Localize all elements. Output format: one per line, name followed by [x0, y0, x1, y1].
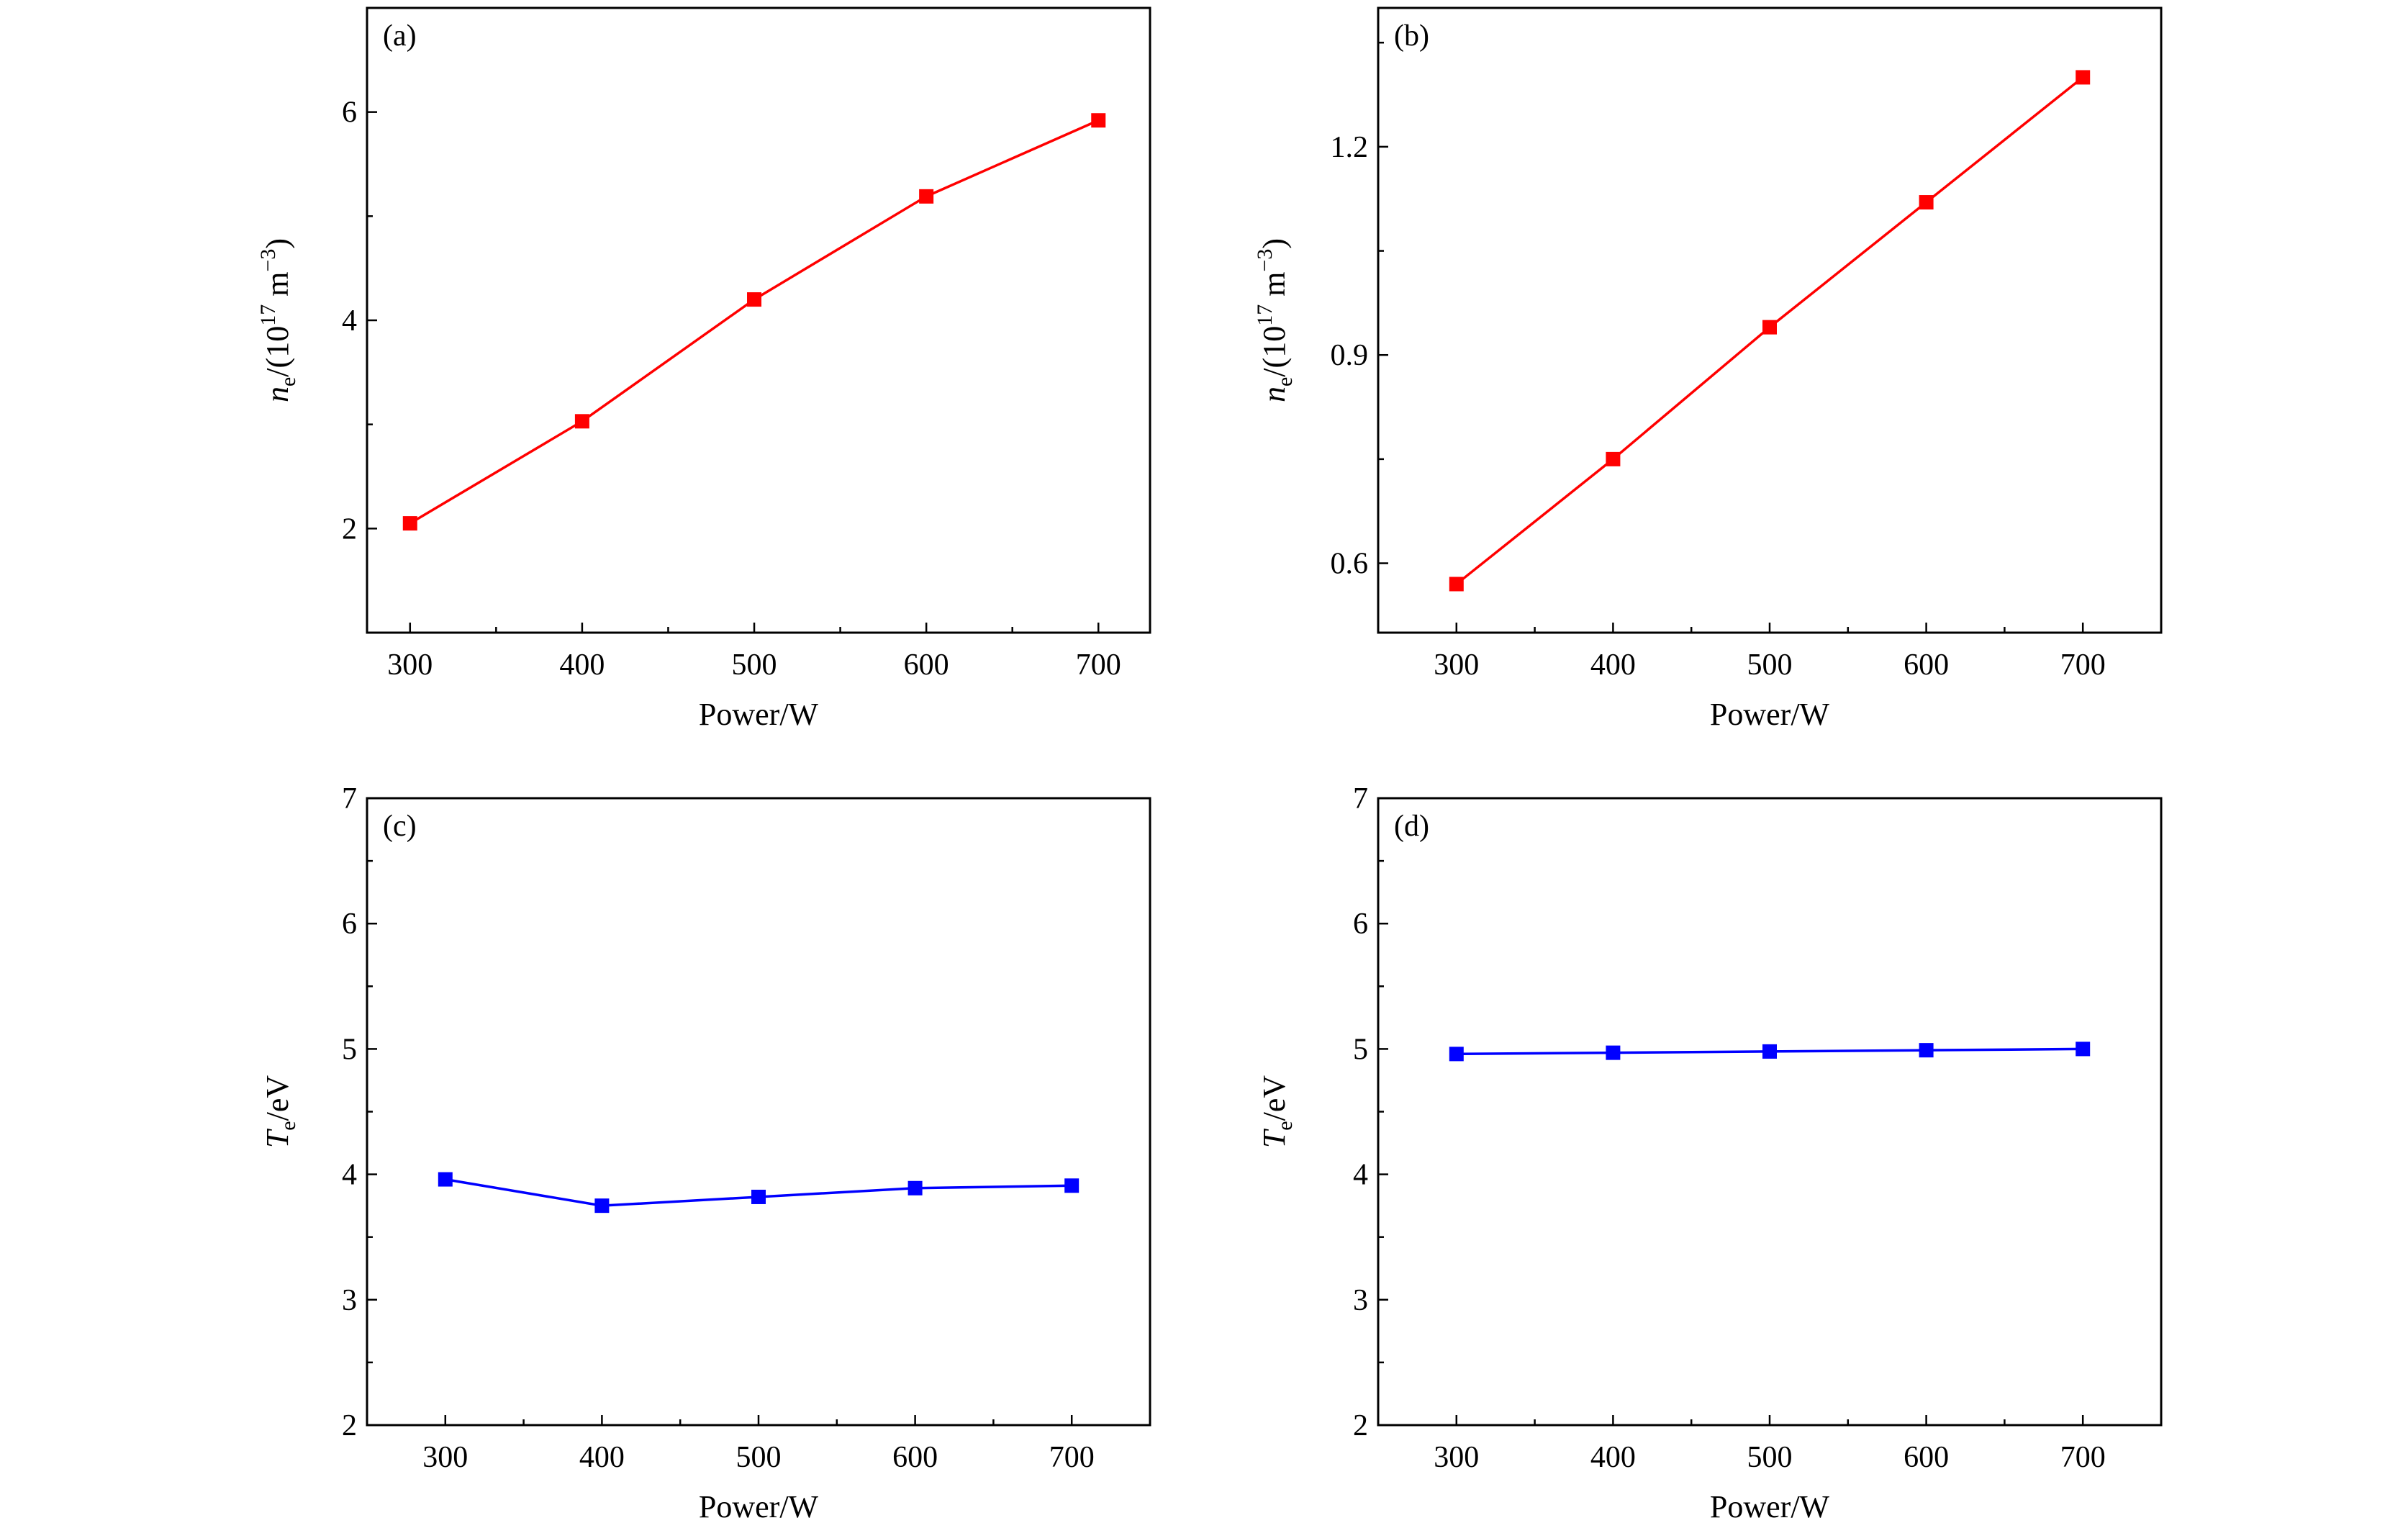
y-axis-label-part: 17 [1253, 304, 1277, 326]
x-tick-label: 500 [1747, 648, 1793, 682]
y-axis-label-part: /(10 [1257, 326, 1292, 377]
y-axis-label-part: e [276, 1121, 300, 1130]
y-axis-label-part: n [260, 387, 295, 402]
x-tick-label: 600 [1904, 1441, 1949, 1474]
x-tick-label: 300 [422, 1441, 468, 1474]
panel-b: 300 400 500 600 700 0.6 0.9 1.2 Power/W ne/(1017 … [1253, 6, 2163, 732]
x-tick-label: 600 [904, 648, 949, 682]
x-tick-label: 300 [1434, 1441, 1479, 1474]
data-point-marker [438, 1172, 453, 1187]
y-tick-label: 1.2 [1331, 131, 1369, 164]
plot-frame [366, 6, 1151, 634]
plot-frame [1377, 797, 2163, 1427]
x-tick-label: 400 [579, 1441, 625, 1474]
y-axis-label: Te/eV [1257, 1075, 1297, 1149]
y-tick-label: 2 [342, 1409, 357, 1442]
y-axis-label: ne/(1017 m−3) [1253, 238, 1297, 402]
x-tick-label: 400 [1590, 1441, 1636, 1474]
y-axis-label-part: −3 [1253, 249, 1277, 272]
y-tick-label: 3 [342, 1284, 357, 1317]
panel-label: (a) [383, 19, 417, 53]
y-axis-label-part: e [1273, 377, 1297, 387]
y-tick-label: 7 [1353, 782, 1368, 815]
y-axis-label-part: −3 [256, 249, 280, 272]
y-tick-label: 4 [342, 304, 357, 338]
x-axis-label: Power/W [1710, 697, 1830, 732]
data-point-marker [1091, 113, 1106, 128]
x-tick-label: 300 [387, 648, 433, 682]
data-point-marker [1919, 1043, 1934, 1058]
panel-a: 300 400 500 600 700 2 4 6 Power/W ne/(1017 m−3) (a… [256, 6, 1151, 732]
y-axis-label-part: m [1257, 272, 1292, 304]
y-axis-label: Te/eV [260, 1075, 300, 1149]
data-point-marker [1606, 451, 1621, 466]
y-axis-label-part: e [276, 377, 300, 387]
y-axis-label-part: 17 [256, 304, 280, 326]
y-axis-label-part: T [1257, 1128, 1292, 1148]
data-point-marker [919, 189, 934, 204]
y-tick-label: 3 [1353, 1284, 1368, 1317]
y-tick-label: 5 [1353, 1033, 1368, 1066]
y-axis-label-part: T [260, 1128, 295, 1148]
data-point-marker [907, 1180, 923, 1196]
data-point-marker [594, 1198, 610, 1214]
y-axis-label-part: /(10 [260, 326, 295, 377]
x-tick-label: 400 [559, 648, 605, 682]
y-tick-label: 4 [1353, 1159, 1368, 1192]
data-point-marker [1762, 1044, 1777, 1059]
x-tick-label: 400 [1590, 648, 1636, 682]
x-tick-label: 500 [1747, 1441, 1793, 1474]
x-tick-label: 600 [892, 1441, 938, 1474]
plot-frame [366, 797, 1151, 1427]
x-axis-label: Power/W [699, 1489, 819, 1523]
x-tick-label: 700 [2060, 648, 2106, 682]
x-tick-label: 700 [1049, 1441, 1095, 1474]
data-point-marker [1064, 1178, 1079, 1193]
y-tick-label: 0.9 [1331, 339, 1369, 372]
data-point-marker [1449, 577, 1464, 592]
y-axis-label-part: ) [260, 238, 295, 249]
series-line [409, 119, 1099, 525]
panel-d: 300 400 500 600 700 2 3 4 5 6 7 Power/W Te/eV (d) [1257, 782, 2163, 1523]
y-axis-label-part: m [260, 272, 295, 304]
data-point-marker [1919, 195, 1934, 210]
data-point-marker [751, 1189, 766, 1204]
y-axis-label-part: ) [1257, 238, 1292, 249]
y-axis-label-part: /eV [260, 1075, 295, 1121]
data-point-marker [402, 516, 417, 531]
x-tick-label: 500 [732, 648, 777, 682]
x-tick-label: 700 [2060, 1441, 2106, 1474]
y-axis-label: ne/(1017 m−3) [256, 238, 300, 402]
y-tick-label: 7 [342, 782, 357, 815]
data-point-marker [574, 414, 589, 429]
x-tick-label: 700 [1076, 648, 1121, 682]
panel-c: 300 400 500 600 700 2 3 4 5 6 7 Power/W Te/eV (c) [260, 782, 1151, 1523]
x-tick-label: 500 [736, 1441, 782, 1474]
data-point-marker [1762, 320, 1777, 335]
y-tick-label: 6 [1353, 908, 1368, 941]
y-tick-label: 2 [1353, 1409, 1368, 1442]
y-tick-label: 4 [342, 1159, 357, 1192]
panel-label: (c) [383, 810, 417, 843]
x-tick-label: 300 [1434, 648, 1479, 682]
y-axis-label-part: /eV [1257, 1075, 1292, 1121]
data-point-marker [2076, 1041, 2091, 1057]
y-tick-label: 0.6 [1331, 548, 1369, 581]
y-tick-label: 6 [342, 908, 357, 941]
y-axis-label-part: n [1257, 387, 1292, 402]
x-axis-label: Power/W [1710, 1489, 1830, 1523]
panel-label: (d) [1394, 810, 1429, 843]
x-tick-label: 600 [1904, 648, 1949, 682]
data-point-marker [1606, 1045, 1621, 1060]
panel-label: (b) [1394, 19, 1429, 53]
x-axis-label: Power/W [699, 697, 819, 732]
data-point-marker [747, 292, 762, 307]
data-point-marker [1449, 1047, 1464, 1062]
y-tick-label: 5 [342, 1033, 357, 1066]
y-tick-label: 6 [342, 96, 357, 130]
y-axis-label-part: e [1273, 1121, 1297, 1130]
data-point-marker [2076, 70, 2091, 85]
y-tick-label: 2 [342, 512, 357, 546]
